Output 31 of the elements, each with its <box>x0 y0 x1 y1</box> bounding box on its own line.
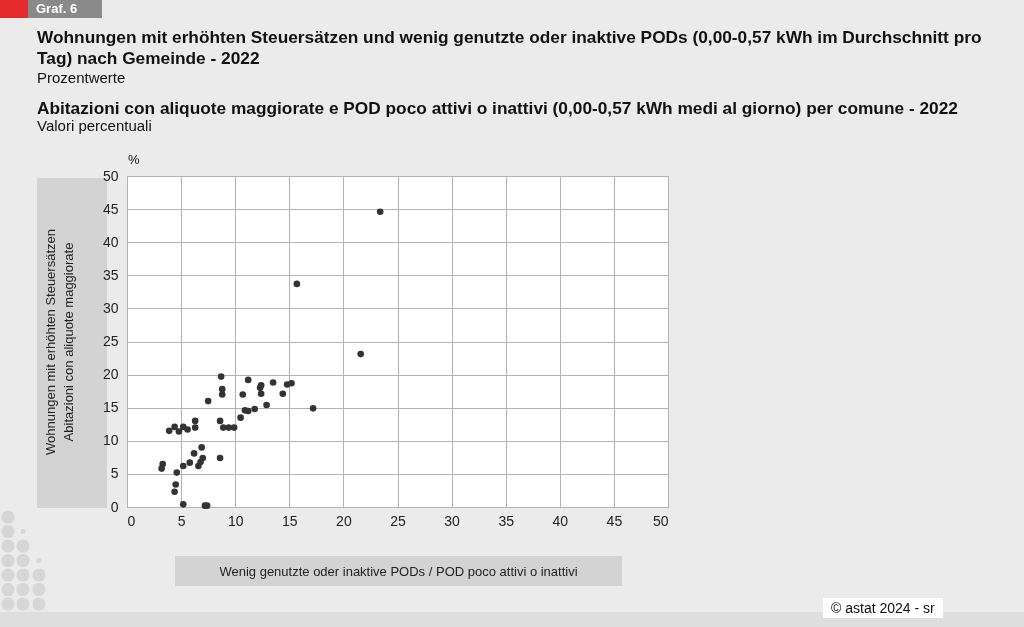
text: % <box>128 152 140 167</box>
y-axis-title: Wohnungen mit erhöhten Steuersätzen Abitazioni con aliquote maggiorate <box>42 229 76 455</box>
x-tick-label: 20 <box>336 512 352 529</box>
chart-title: Wohnungen mit erhöhten Steuersätzen und wenig genutzte oder inaktive PODs (0,00-0,57 kWh im Durchschnitt pro Tag) nach Gemeinde - 2022 <box>37 27 983 69</box>
y-tick-label: 5 <box>110 465 119 482</box>
text: © astat 2024 - sr <box>823 598 943 618</box>
x-tick-label: 5 <box>177 512 186 529</box>
text: Abitazioni con aliquote maggiorate e POD poco attivi o inattivi (0,00-0,57 kWh medi al giorno) per comune - 2022 <box>37 98 958 119</box>
x-tick-label: 45 <box>606 512 623 529</box>
y-tick-label: 20 <box>102 366 119 383</box>
y-tick-label: 40 <box>102 233 119 250</box>
x-tick-label: 10 <box>227 512 244 529</box>
y-tick-label: 0 <box>110 498 119 515</box>
x-tick-label: 15 <box>282 512 298 529</box>
chart-subtitle: Prozentwerte <box>37 69 126 86</box>
y-tick-label: 10 <box>102 432 119 449</box>
x-tick-label: 50 <box>652 512 669 529</box>
y-tick-label: 50 <box>102 167 119 184</box>
x-tick-label: 35 <box>498 512 515 529</box>
y-tick-label: 35 <box>102 266 119 283</box>
y-tick-label: 15 <box>102 399 119 416</box>
y-tick-label: 30 <box>102 299 119 316</box>
x-axis-title: Wenig genutzte oder inaktive PODs / POD poco attivi o inattivi <box>219 563 578 579</box>
x-tick-label: 40 <box>552 512 569 529</box>
x-tick-label: 30 <box>444 512 461 529</box>
x-tick-label: 0 <box>127 512 136 529</box>
text: Valori percentuali <box>37 117 152 134</box>
text: Graf. 6 <box>36 1 78 16</box>
x-tick-label: 25 <box>390 512 406 529</box>
y-tick-label: 25 <box>102 333 119 349</box>
y-tick-label: 45 <box>102 200 119 217</box>
